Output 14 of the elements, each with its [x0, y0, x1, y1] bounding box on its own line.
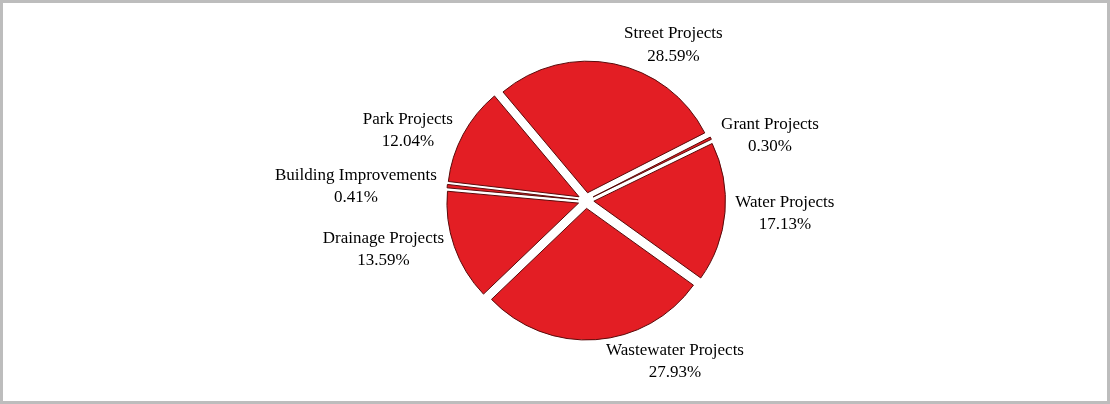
data-label: 13.59% [357, 250, 410, 270]
slice-label: Building Improvements [275, 165, 437, 185]
data-label: 0.41% [334, 187, 378, 207]
data-label: 0.30% [748, 135, 792, 155]
slice-label: Grant Projects [721, 113, 819, 133]
slice-label: Drainage Projects [322, 228, 445, 248]
slice-label: Wastewater Projects [606, 339, 744, 359]
slice-label: Street Projects [624, 23, 723, 43]
slice-label: Water Projects [735, 191, 835, 211]
data-label: 12.04% [381, 131, 435, 151]
data-label: 28.59% [647, 45, 700, 65]
data-label: 27.93% [648, 361, 702, 381]
data-label: 17.13% [758, 214, 812, 233]
slice-label: Park Projects [362, 109, 453, 129]
